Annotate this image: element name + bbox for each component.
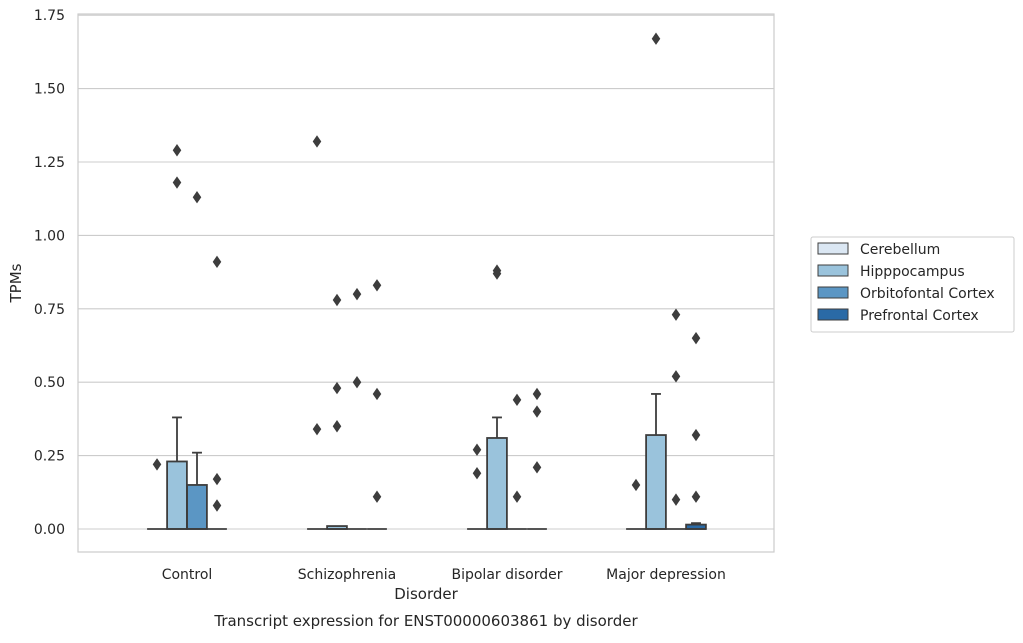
box-1-3 [645,393,667,530]
legend-swatch [817,264,849,277]
outlier-points [152,32,701,512]
outlier-point [332,293,342,307]
outlier-point [312,422,322,436]
y-tick-labels: 0.00 0.25 0.50 0.75 1.00 1.25 1.50 1.75 [34,8,65,538]
y-axis-title: TPMs [7,263,25,303]
box-2-0 [186,451,208,530]
outlier-point [532,387,542,401]
legend-label: Prefrontal Cortex [860,308,979,324]
legend: Cerebellum Hipppocampus Orbitofontal Corte… [810,236,1015,333]
outlier-point [671,370,681,383]
y-tick-label: 1.75 [34,8,65,24]
box-series [147,393,707,530]
outlier-point [671,308,681,321]
box-3-3 [685,522,707,530]
y-tick-label: 0.25 [34,449,65,465]
y-tick-label: 0.00 [34,522,65,538]
outlier-point [172,176,182,189]
y-tick-label: 0.50 [34,375,65,391]
outlier-point [172,144,182,157]
x-tick-label: Schizophrenia [298,567,396,583]
outlier-point [472,443,482,456]
outlier-point [212,499,222,512]
outlier-point [212,255,222,269]
outlier-point [212,472,222,486]
box-1-1 [326,525,348,530]
legend-swatch [817,308,849,321]
outlier-point [372,490,382,503]
outlier-point [472,467,482,480]
outlier-point [691,331,701,345]
box-1-2 [486,416,508,530]
legend-label: Orbitofontal Cortex [860,286,995,302]
y-tick-label: 1.25 [34,155,65,171]
legend-label: Hipppocampus [860,264,965,280]
x-tick-label: Major depression [606,567,726,583]
outlier-point [332,381,342,395]
outlier-point [512,393,522,407]
y-tick-label: 1.50 [34,82,65,98]
outlier-point [631,478,641,492]
box-body [645,434,667,530]
outlier-point [492,267,502,280]
legend-label: Cerebellum [860,242,940,258]
outlier-point [691,428,701,442]
legend-swatch [817,286,849,299]
outlier-point [192,191,202,204]
outlier-point [532,461,542,474]
legend-frame [810,236,1015,333]
outlier-point [352,287,362,301]
outlier-point [651,32,661,45]
outlier-point [352,375,362,389]
y-tick-label: 1.00 [34,228,65,244]
legend-swatch [817,242,849,255]
x-axis-title: Disorder [394,585,458,603]
chart-caption: Transcript expression for ENST0000060386… [213,612,638,630]
box-body [486,437,508,530]
outlier-point [372,387,382,401]
box-body [186,484,208,530]
outlier-point [152,458,162,471]
outlier-point [671,493,681,506]
outlier-point [532,405,542,418]
outlier-point [312,135,322,148]
x-tick-label: Bipolar disorder [451,567,562,583]
outlier-point [332,420,342,433]
x-tick-label: Control [162,567,213,583]
box-1-0 [166,416,188,530]
box-body [166,460,188,530]
outlier-point [691,490,701,503]
outlier-point [372,279,382,292]
outlier-point [512,490,522,503]
y-tick-label: 0.75 [34,302,65,318]
x-tick-labels: Control Schizophrenia Bipolar disorder Majo… [162,567,726,583]
